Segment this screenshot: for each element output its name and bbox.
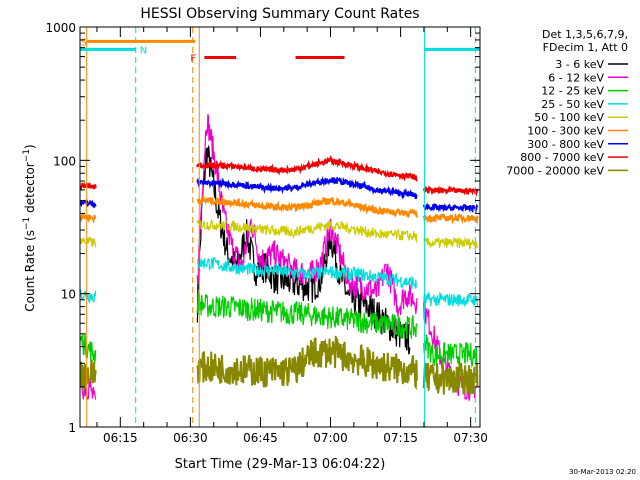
series-line-6	[80, 194, 479, 225]
series-line-1	[196, 145, 411, 355]
x-axis-label: Start Time (29-Mar-13 06:04:22)	[175, 457, 386, 472]
plot-annotations: S N F	[80, 27, 480, 427]
legend-label-7: 300 - 800 keV	[527, 138, 604, 151]
x-tick-label-2: 06:30	[173, 431, 208, 445]
y-tick-label-3: 100	[53, 154, 76, 168]
y-axis-label: Count Rate (s−1 detector−1)	[22, 144, 37, 311]
legend-label-2: 6 - 12 keV	[548, 71, 604, 84]
night-label: N	[140, 45, 147, 56]
y-tick-label-4: 1000	[45, 21, 76, 35]
legend-label-6: 100 - 300 keV	[527, 125, 604, 138]
axes: 1 10 100 1000 06:15 06:30 06:45 07:00 07:15 07:30	[45, 21, 488, 445]
legend-label-1: 3 - 6 keV	[555, 58, 604, 71]
x-tick-label-4: 07:00	[313, 431, 348, 445]
legend-label-8: 800 - 7000 keV	[520, 151, 604, 164]
y-tick-label-2: 10	[61, 288, 76, 302]
series-line-9	[80, 335, 479, 396]
chart-title: HESSI Observing Summary Count Rates	[140, 6, 419, 22]
x-tick-label-6: 07:30	[453, 431, 488, 445]
legend-header-line-2: FDecim 1, Att 0	[543, 41, 628, 54]
saa-label: S	[81, 37, 87, 48]
legend-label-9: 7000 - 20000 keV	[506, 164, 604, 177]
y-tick-label-1: 1	[68, 421, 76, 435]
series-line-5	[80, 219, 479, 250]
legend: Det 1,3,5,6,7,9, FDecim 1, Att 0 3 - 6 k…	[506, 28, 628, 177]
legend-header-line-1: Det 1,3,5,6,7,9,	[542, 28, 628, 41]
legend-label-3: 12 - 25 keV	[541, 85, 604, 98]
series-line-8	[80, 154, 479, 197]
legend-label-4: 25 - 50 keV	[541, 98, 604, 111]
flare-label: F	[190, 54, 196, 65]
x-tick-label-5: 07:15	[383, 431, 418, 445]
plot-series	[80, 113, 479, 402]
x-tick-label-3: 06:45	[243, 431, 278, 445]
plot-frame	[79, 26, 481, 428]
series-line-3	[80, 293, 478, 369]
series-line-7	[80, 175, 479, 214]
series-line-4	[80, 256, 479, 307]
footer-timestamp: 30-Mar-2013 02:20	[569, 468, 636, 476]
x-tick-label-1: 06:15	[103, 431, 138, 445]
legend-label-5: 50 - 100 keV	[534, 111, 604, 124]
